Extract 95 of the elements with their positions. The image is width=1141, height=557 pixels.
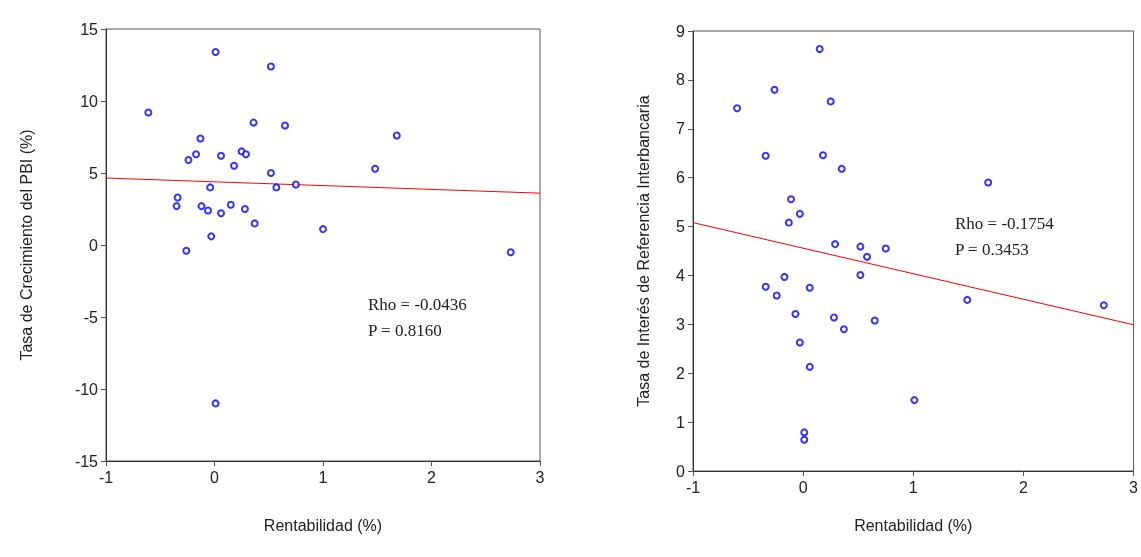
point bbox=[910, 396, 919, 405]
point bbox=[761, 151, 770, 160]
point bbox=[733, 104, 742, 113]
y-tick-label: 3 bbox=[676, 315, 686, 333]
point bbox=[204, 206, 212, 215]
point bbox=[837, 164, 846, 173]
point bbox=[184, 156, 193, 165]
point bbox=[795, 338, 804, 347]
y-tick-label: 5 bbox=[676, 218, 686, 236]
x-tick-label: 3 bbox=[535, 468, 545, 486]
y-tick-label: 4 bbox=[676, 266, 686, 284]
point bbox=[761, 282, 770, 291]
y-tick-label: 5 bbox=[89, 164, 99, 182]
point bbox=[787, 195, 796, 204]
annotation: Rho = -0.1754 bbox=[955, 214, 1055, 233]
y-tick-label: 6 bbox=[676, 169, 686, 187]
point bbox=[217, 151, 226, 160]
x-axis-title: Rentabilidad (%) bbox=[854, 516, 973, 534]
point bbox=[818, 151, 827, 160]
point bbox=[770, 85, 779, 94]
point bbox=[795, 209, 804, 218]
point bbox=[805, 362, 814, 371]
x-tick-label: 3 bbox=[1129, 478, 1139, 496]
point bbox=[856, 270, 865, 279]
y-axis-title: Tasa de Crecimiento del PBI (%) bbox=[17, 129, 35, 361]
point bbox=[272, 183, 281, 192]
x-tick-label: -1 bbox=[685, 478, 701, 496]
point bbox=[856, 242, 865, 251]
point bbox=[173, 193, 182, 202]
point bbox=[250, 219, 259, 228]
y-tick-label: 1 bbox=[676, 413, 686, 431]
point bbox=[206, 183, 215, 192]
point bbox=[870, 316, 879, 325]
y-axis-title: Tasa de Interés de Referencia Interbancaria bbox=[634, 95, 652, 407]
point bbox=[144, 108, 153, 117]
point bbox=[371, 164, 380, 173]
y-tick-label: 7 bbox=[676, 120, 686, 138]
point bbox=[211, 399, 220, 408]
point bbox=[881, 244, 890, 253]
point bbox=[831, 240, 840, 249]
y-tick-label: 0 bbox=[89, 236, 99, 254]
y-tick-label: -5 bbox=[83, 308, 99, 326]
point bbox=[319, 225, 327, 234]
point bbox=[207, 232, 216, 241]
y-tick-label: 9 bbox=[676, 22, 686, 40]
point bbox=[241, 150, 250, 159]
point bbox=[800, 428, 809, 437]
point bbox=[211, 48, 220, 57]
y-tick-label: 15 bbox=[80, 20, 99, 38]
point bbox=[829, 313, 838, 322]
y-tick-label: 2 bbox=[676, 364, 686, 382]
point bbox=[784, 218, 793, 227]
point bbox=[780, 272, 789, 281]
point bbox=[805, 283, 814, 292]
annotation: P = 0.3453 bbox=[955, 240, 1029, 259]
point bbox=[266, 62, 275, 71]
x-tick-label: 2 bbox=[1018, 478, 1028, 496]
point bbox=[226, 200, 235, 209]
point bbox=[182, 246, 191, 255]
x-tick-label: 1 bbox=[318, 468, 328, 486]
point bbox=[230, 161, 239, 170]
x-tick-label: 0 bbox=[798, 478, 808, 496]
point bbox=[281, 121, 290, 130]
point bbox=[217, 209, 226, 218]
point bbox=[392, 131, 401, 140]
x-axis-title: Rentabilidad (%) bbox=[263, 516, 383, 534]
x-tick-label: 2 bbox=[427, 468, 437, 486]
point bbox=[839, 325, 848, 334]
y-tick-label: -10 bbox=[74, 380, 99, 398]
point bbox=[1099, 301, 1108, 310]
point bbox=[240, 205, 249, 213]
annotation: Rho = -0.0436 bbox=[368, 295, 467, 314]
y-tick-label: 8 bbox=[676, 71, 686, 89]
point bbox=[815, 45, 824, 54]
point bbox=[266, 169, 275, 177]
point bbox=[772, 291, 781, 300]
x-tick-label: 1 bbox=[908, 478, 918, 496]
point bbox=[963, 295, 972, 304]
point bbox=[800, 435, 809, 444]
point bbox=[791, 310, 800, 319]
y-tick-label: -15 bbox=[74, 452, 99, 470]
point bbox=[196, 134, 205, 143]
point bbox=[863, 252, 872, 261]
point bbox=[506, 248, 515, 257]
point bbox=[192, 150, 201, 159]
x-tick-label: -1 bbox=[98, 468, 114, 486]
point bbox=[249, 118, 258, 127]
annotation: P = 0.8160 bbox=[368, 321, 442, 340]
point bbox=[172, 202, 181, 211]
point bbox=[984, 178, 993, 187]
point bbox=[197, 202, 206, 211]
point bbox=[291, 180, 300, 189]
x-tick-label: 0 bbox=[210, 468, 220, 486]
point bbox=[826, 97, 835, 106]
y-tick-label: 10 bbox=[80, 92, 99, 110]
